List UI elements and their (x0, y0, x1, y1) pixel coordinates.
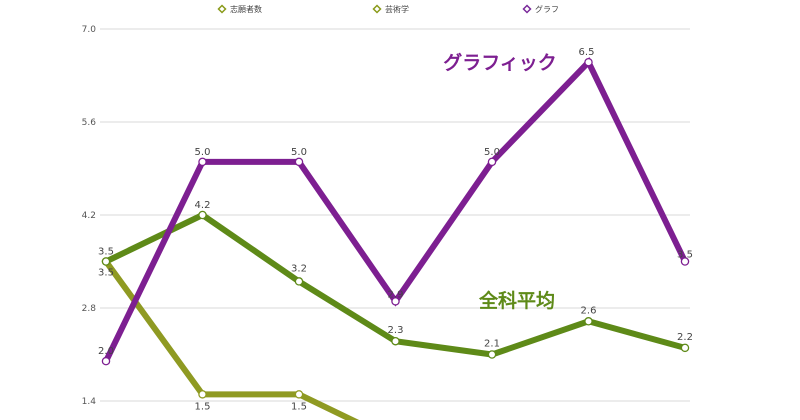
legend-marker-icon (217, 4, 227, 14)
series-line (103, 259, 360, 420)
data-label: 2.0 (98, 346, 114, 357)
data-point (198, 210, 207, 220)
legend-label: 志願者数 (230, 4, 262, 14)
data-label: 2.6 (581, 305, 597, 316)
data-point (198, 390, 207, 399)
data-point (487, 157, 497, 167)
data-label: 3.5 (98, 268, 114, 279)
series-2: 3.5 1.5 1.5 (98, 257, 360, 420)
data-label: 5.0 (291, 147, 307, 158)
annotation-label: 全科平均 (478, 289, 555, 312)
data-point (198, 157, 207, 167)
data-label: 5.0 (195, 147, 211, 158)
data-point (101, 356, 111, 366)
legend-label: 芸術学 (385, 4, 409, 14)
annotation-label: グラフィック (443, 51, 557, 74)
y-tick-label: 4.2 (82, 211, 96, 221)
data-label: 2.2 (677, 332, 693, 343)
series-1: 3.5 4.2 3.2 2.3 2.1 2.6 2.2 (98, 200, 693, 359)
data-label: 3.2 (291, 263, 307, 274)
data-label: 2.1 (484, 339, 500, 350)
legend-label: グラフ (535, 4, 559, 14)
series-group: 3.51.5 1.53.54.23.22.32.12.62.22.05.0 5.02… (98, 47, 693, 420)
data-point (584, 57, 593, 67)
data-point (294, 390, 304, 399)
y-tick-label: 5.6 (82, 118, 97, 128)
data-label: 3.5 (677, 250, 693, 261)
data-point (680, 257, 690, 266)
legend-marker-icon (372, 4, 382, 14)
data-label: 2.3 (388, 325, 404, 336)
y-tick-label: 7.0 (82, 25, 97, 35)
legend-marker-icon (522, 4, 532, 14)
data-point (391, 297, 400, 306)
data-point (391, 336, 400, 346)
data-point (487, 350, 497, 359)
data-label: 1.5 (291, 401, 307, 412)
data-point (584, 317, 593, 326)
data-label: 4.2 (195, 200, 211, 211)
data-point (294, 277, 304, 286)
data-point (294, 157, 304, 167)
y-axis: 7.0 5.6 4.2 2.8 1.4 (82, 25, 97, 407)
legend: 志願者数 芸術学 グラフ (217, 4, 559, 14)
data-label: 3.5 (98, 247, 114, 258)
data-point (101, 257, 111, 266)
y-tick-label: 1.4 (82, 397, 97, 407)
data-label: 5.0 (484, 147, 500, 158)
series-line (103, 57, 688, 363)
data-label: 6.5 (579, 47, 595, 58)
data-point (680, 343, 690, 353)
data-label: 1.5 (195, 401, 211, 412)
data-label: 2.9 (388, 289, 404, 300)
y-tick-label: 2.8 (82, 304, 97, 314)
series-0: 2.0 5.0 5.0 2.9 5.0 6.5 3.5 (98, 47, 693, 366)
